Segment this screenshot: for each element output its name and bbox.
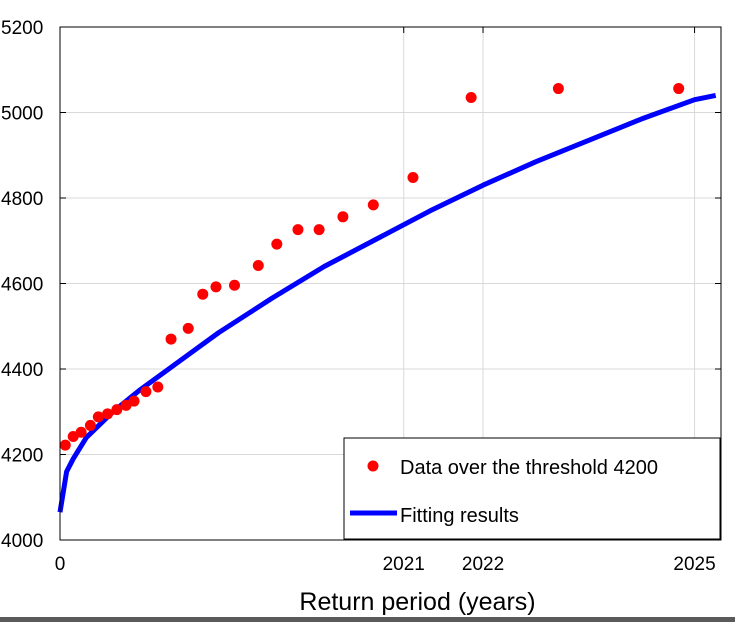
y-tick-label: 4600 (1, 275, 43, 296)
data-point (552, 83, 564, 95)
data-point (111, 404, 123, 416)
data-point (292, 224, 304, 236)
legend-label-data: Data over the threshold 4200 (400, 457, 658, 479)
data-point (165, 333, 177, 345)
data-point (229, 279, 241, 291)
legend: Data over the threshold 4200 Fitting resu… (343, 437, 721, 540)
fit-line (57, 92, 717, 513)
tick-labels: 0 2021 2022 2025 4000 4200 4400 4600 4800 5000 520… (1, 18, 721, 575)
y-tick-label: 4200 (1, 446, 43, 467)
y-tick-label: 4400 (1, 360, 43, 381)
data-point (128, 395, 140, 407)
data-point (337, 211, 349, 223)
bottom-border (0, 617, 735, 622)
x-tick-label: 2021 (383, 554, 425, 575)
data-point (92, 411, 104, 423)
y-tick-label: 5200 (1, 18, 43, 39)
x-tick-label: 2025 (673, 554, 715, 575)
x-axis-title: Return period (years) (299, 588, 535, 616)
x-tick-label: 2022 (462, 554, 504, 575)
data-point (59, 439, 71, 451)
data-point (367, 199, 379, 211)
data-point (102, 408, 114, 420)
data-point (407, 171, 419, 183)
data-point (252, 260, 264, 272)
y-tick-label: 4800 (1, 189, 43, 210)
legend-marker-data (367, 460, 379, 472)
data-point (84, 419, 96, 431)
plot-data (57, 83, 717, 513)
x-tick-label: 0 (55, 554, 66, 575)
legend-label-fit: Fitting results (400, 505, 519, 527)
data-point (75, 426, 87, 438)
legend-box (343, 437, 721, 540)
data-point (271, 238, 283, 250)
data-point (673, 83, 685, 95)
data-point (152, 381, 164, 393)
data-point (465, 92, 477, 104)
data-point (197, 288, 209, 300)
data-point (140, 386, 152, 398)
data-point (210, 281, 222, 293)
data-point (182, 322, 194, 334)
y-tick-label: 4000 (1, 531, 43, 552)
data-point (313, 224, 325, 236)
y-tick-label: 5000 (1, 104, 43, 125)
